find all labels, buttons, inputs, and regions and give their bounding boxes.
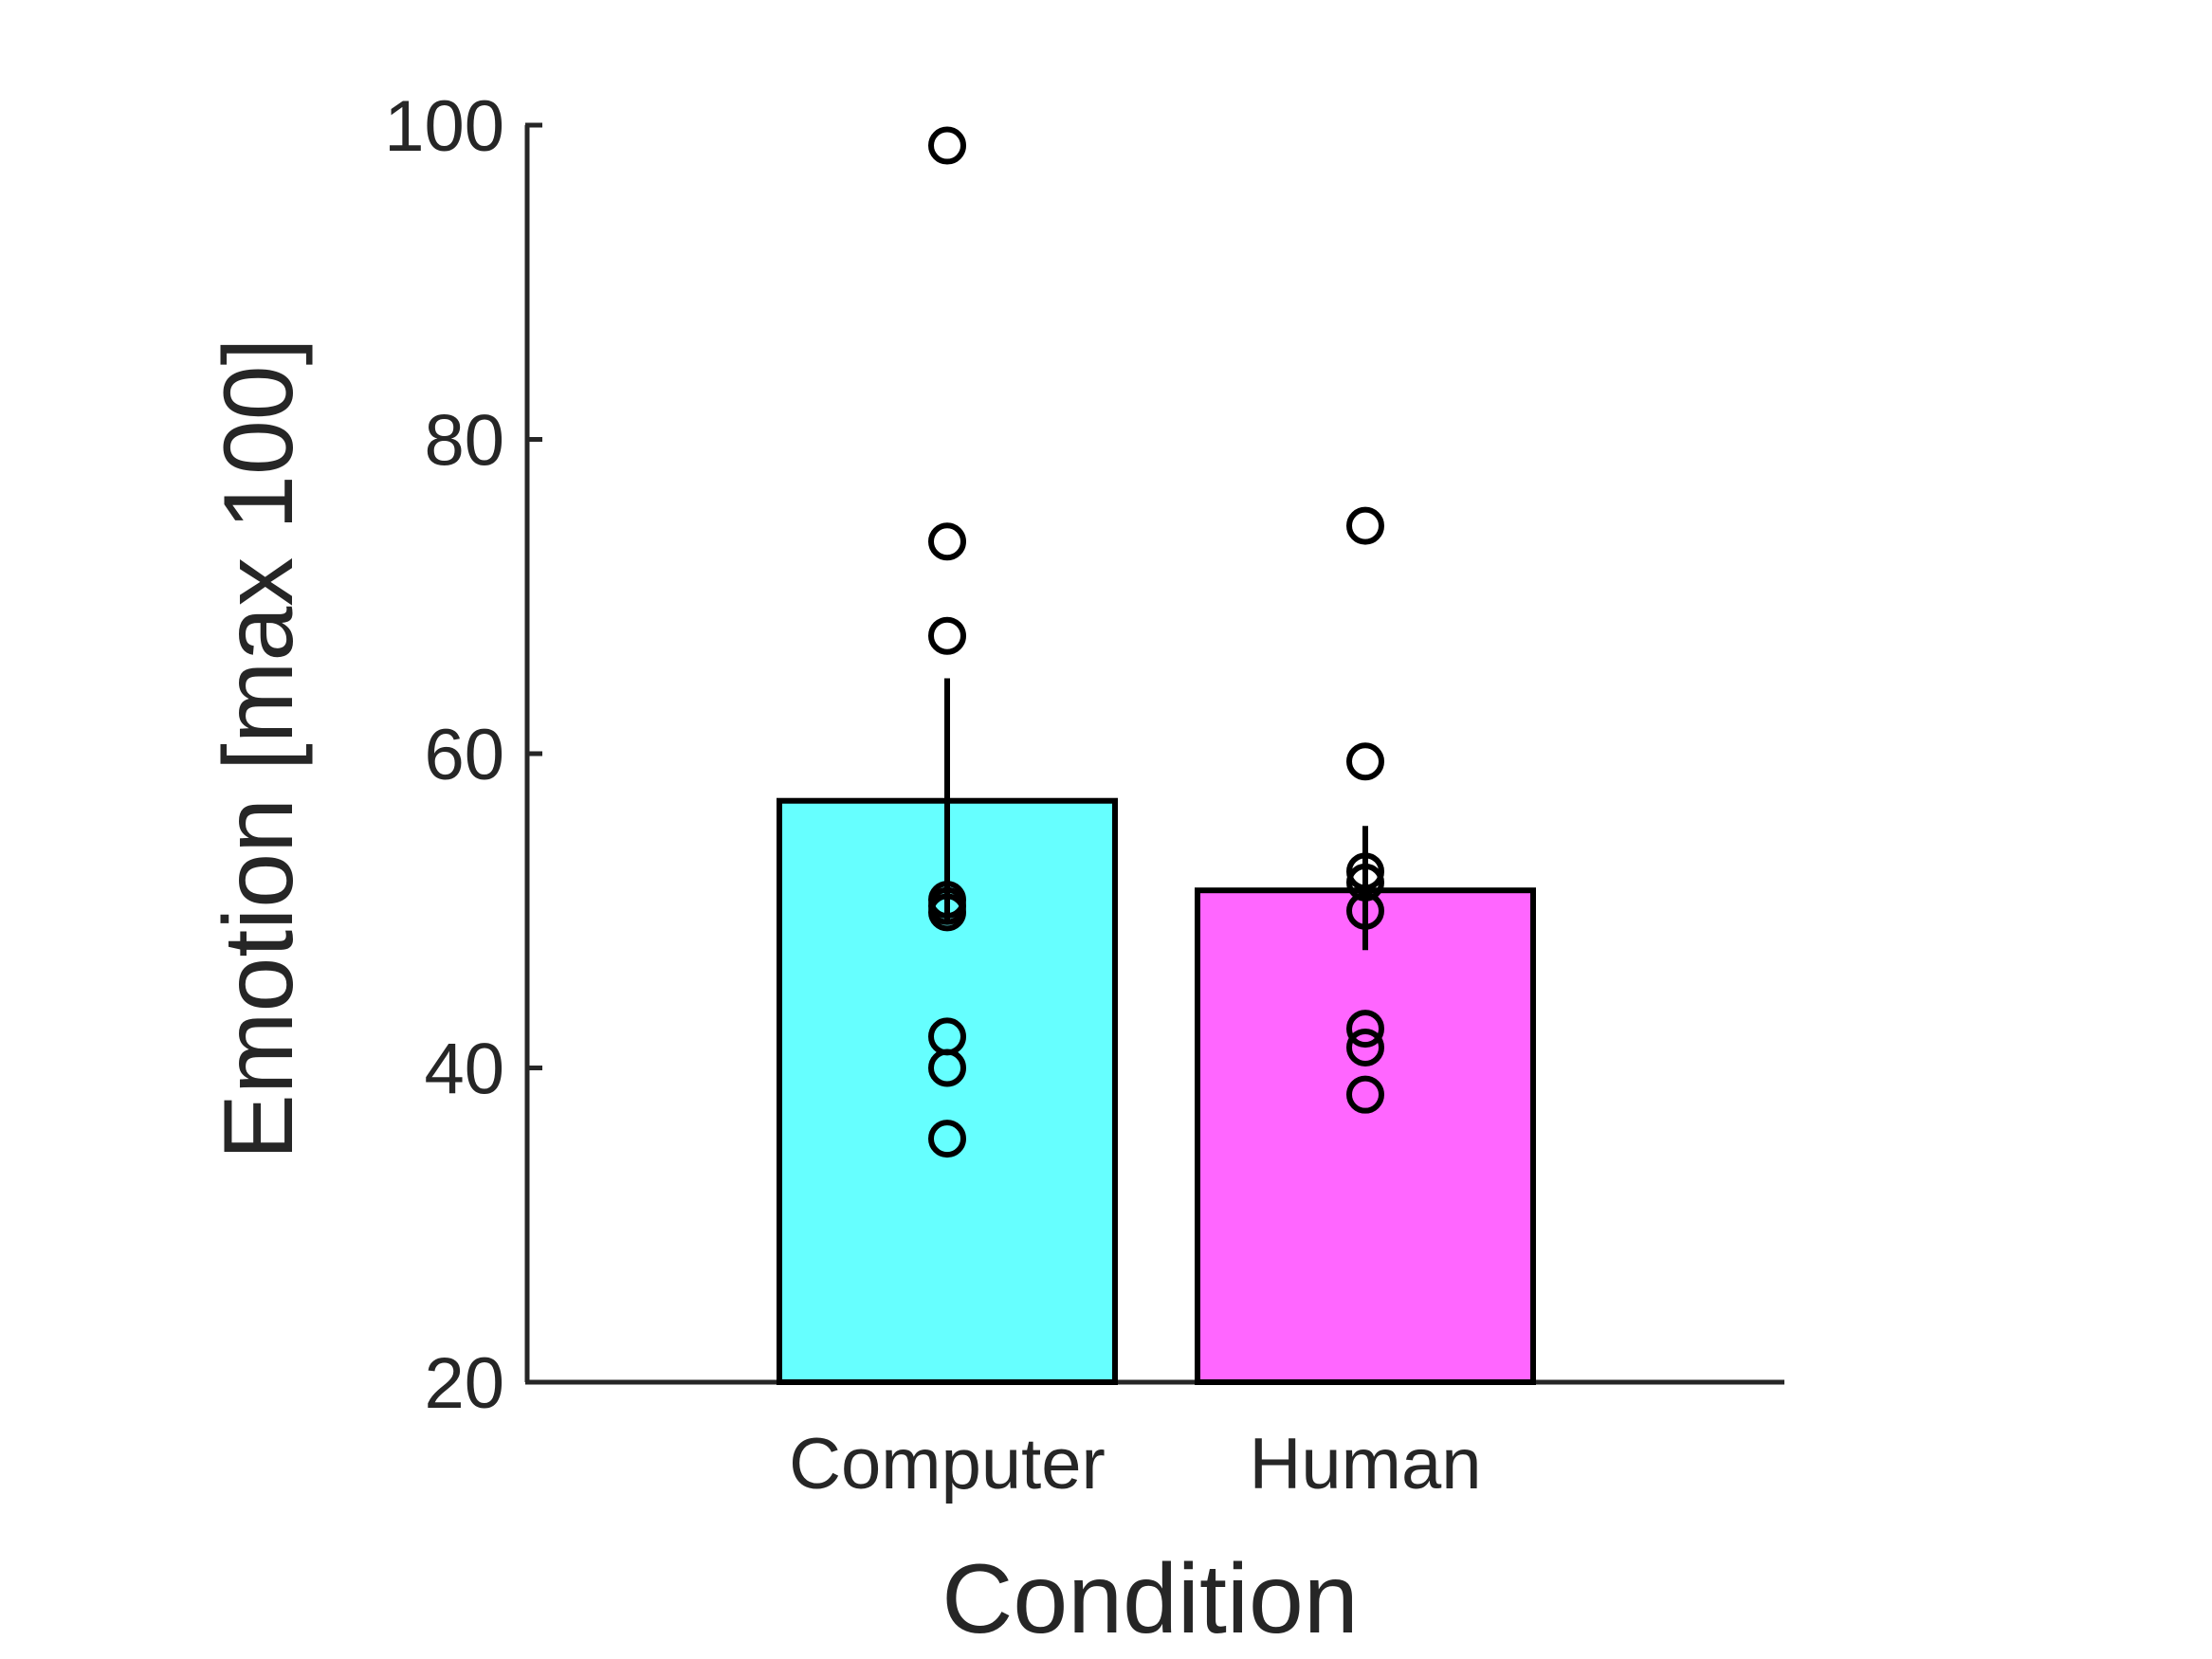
data-point [1346,863,1384,902]
data-point [1346,742,1384,781]
data-point [928,1120,966,1158]
data-point [928,1048,966,1087]
y-tick-label: 20 [424,1343,504,1424]
axes: 20 40 60 80 100 Computer Human [384,86,1784,1504]
x-tick-label: Computer [789,1424,1106,1504]
x-axis-title: Condition [941,1544,1358,1654]
data-point [1346,1010,1384,1048]
bars [777,678,1536,1385]
y-tick-label: 100 [384,86,504,167]
data-point [1346,1028,1384,1066]
data-point [928,616,966,655]
data-point [928,126,966,165]
y-tick-label: 80 [424,401,504,482]
y-tick-label: 40 [424,1030,504,1110]
data-point [1346,852,1384,891]
data-point [1346,506,1384,545]
data-point [1346,1075,1384,1114]
x-tick-label: Human [1250,1424,1482,1504]
data-point [1346,891,1384,930]
data-point [928,522,966,561]
y-tick-label: 60 [424,715,504,795]
bar-human [1195,887,1536,1385]
y-axis-title: Emotion [max 100] [204,337,314,1159]
data-point [928,893,966,932]
data-points [928,126,1384,1158]
